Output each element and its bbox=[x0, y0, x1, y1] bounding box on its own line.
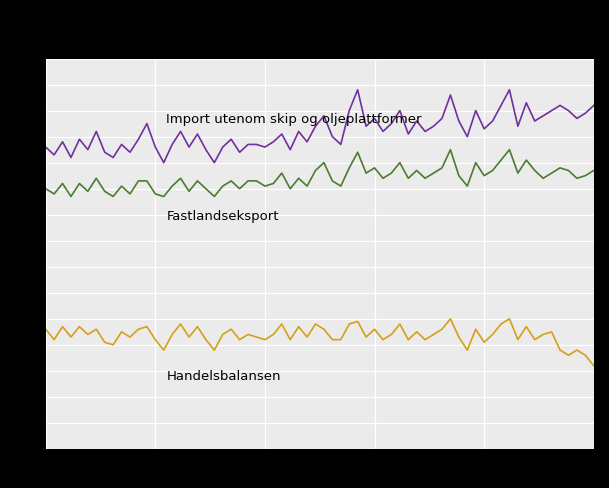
Text: Handelsbalansen: Handelsbalansen bbox=[166, 370, 281, 383]
Text: Fastlandseksport: Fastlandseksport bbox=[166, 210, 279, 223]
Text: Import utenom skip og oljeplattformer: Import utenom skip og oljeplattformer bbox=[166, 113, 422, 125]
